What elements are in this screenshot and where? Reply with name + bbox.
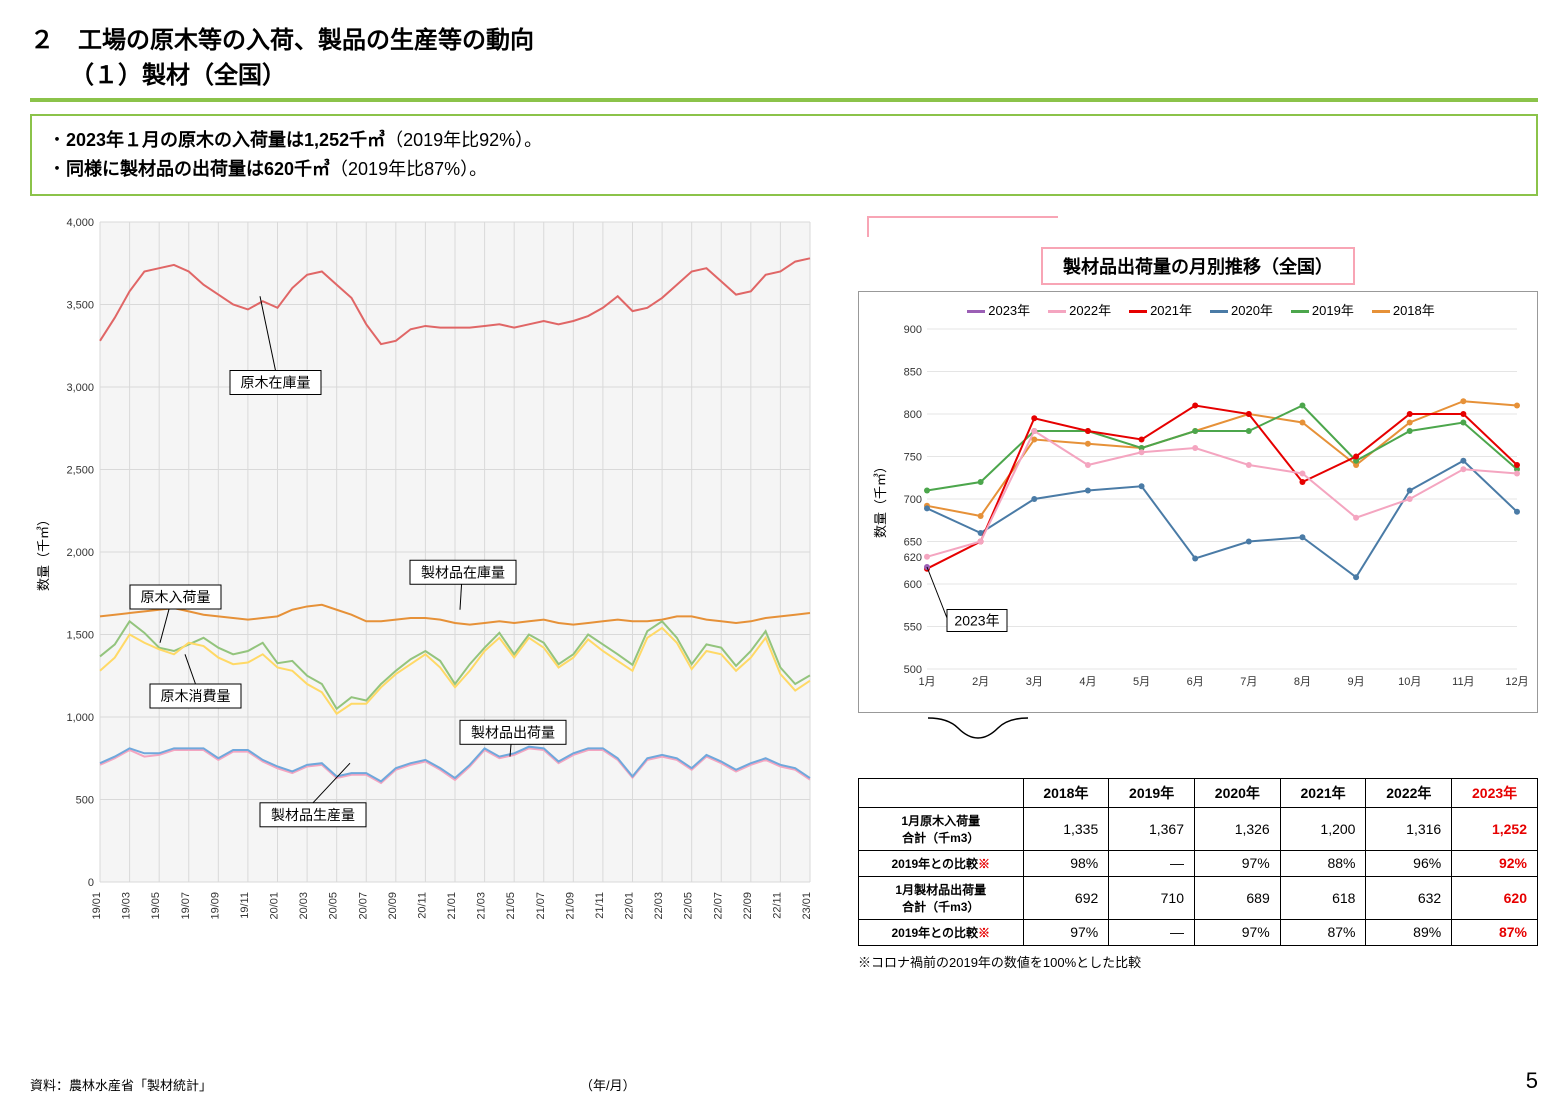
source-citation: 資料：農林水産省「製材統計」 [30, 1075, 212, 1094]
svg-text:3,000: 3,000 [66, 382, 94, 394]
summary-line-1: ・2023年１月の原木の入荷量は1,252千㎥（2019年比92%）。 [48, 126, 1520, 155]
svg-text:620: 620 [904, 552, 922, 564]
svg-text:900: 900 [904, 324, 922, 336]
svg-text:19/01: 19/01 [91, 892, 103, 920]
svg-text:22/05: 22/05 [683, 892, 695, 920]
svg-text:11月: 11月 [1452, 676, 1474, 688]
svg-text:20/07: 20/07 [357, 892, 369, 920]
table-footnote: ※コロナ禍前の2019年の数値を100%とした比較 [858, 952, 1538, 971]
svg-text:750: 750 [904, 451, 922, 463]
svg-text:22/11: 22/11 [771, 892, 783, 919]
data-table-wrap: 2018年2019年2020年2021年2022年2023年1月原木入荷量合計（… [858, 778, 1538, 971]
svg-text:数量（千㎥）: 数量（千㎥） [873, 460, 888, 538]
svg-text:19/07: 19/07 [180, 892, 192, 920]
svg-text:1,000: 1,000 [66, 712, 94, 724]
svg-text:9月: 9月 [1348, 676, 1365, 688]
svg-text:22/07: 22/07 [712, 892, 724, 920]
monthly-line-chart: 500 550 600 650 700 750 800 850 900 1月 2月 3月 4月 5月 6月 7… [867, 319, 1527, 699]
svg-text:550: 550 [904, 621, 922, 633]
svg-text:20/09: 20/09 [387, 892, 399, 920]
svg-text:19/11: 19/11 [239, 892, 251, 919]
svg-text:3月: 3月 [1026, 676, 1043, 688]
svg-text:850: 850 [904, 366, 922, 378]
summary-box: ・2023年１月の原木の入荷量は1,252千㎥（2019年比92%）。 ・同様に… [30, 114, 1538, 196]
svg-text:19/03: 19/03 [121, 892, 133, 920]
main-line-chart: 0 500 1,000 1,500 2,000 2,500 3,000 3,500 4,000 1… [30, 212, 820, 972]
svg-text:8月: 8月 [1294, 676, 1311, 688]
svg-text:3,500: 3,500 [66, 299, 94, 311]
svg-text:22/03: 22/03 [653, 892, 665, 920]
svg-text:原木入荷量: 原木入荷量 [141, 589, 211, 605]
svg-text:1月: 1月 [918, 676, 935, 688]
svg-text:6月: 6月 [1187, 676, 1204, 688]
svg-text:12月: 12月 [1505, 676, 1527, 688]
svg-text:5月: 5月 [1133, 676, 1150, 688]
svg-text:2023年: 2023年 [954, 612, 999, 628]
svg-text:原木在庫量: 原木在庫量 [241, 374, 311, 390]
main-title: ２ 工場の原木等の入荷、製品の生産等の動向 [30, 20, 1538, 55]
svg-text:650: 650 [904, 536, 922, 548]
svg-text:数量（千㎥）: 数量（千㎥） [36, 513, 51, 591]
svg-text:700: 700 [904, 494, 922, 506]
brace-icon [918, 713, 1038, 743]
svg-text:19/05: 19/05 [150, 892, 162, 920]
svg-text:22/01: 22/01 [624, 892, 636, 920]
svg-text:製材品在庫量: 製材品在庫量 [421, 564, 505, 580]
svg-text:21/09: 21/09 [564, 892, 576, 920]
svg-text:21/11: 21/11 [594, 892, 606, 919]
svg-text:10月: 10月 [1398, 676, 1421, 688]
title-section: ２ 工場の原木等の入荷、製品の生産等の動向 （１）製材（全国） [30, 20, 1538, 90]
svg-text:500: 500 [76, 794, 94, 806]
svg-text:20/11: 20/11 [416, 892, 428, 919]
svg-text:20/03: 20/03 [298, 892, 310, 920]
svg-text:2月: 2月 [972, 676, 989, 688]
small-chart-container: 2023年2022年2021年2020年2019年2018年 500 550 600… [858, 291, 1538, 713]
svg-text:19/09: 19/09 [209, 892, 221, 920]
svg-text:製材品出荷量: 製材品出荷量 [471, 724, 555, 740]
svg-text:2,500: 2,500 [66, 464, 94, 476]
svg-text:600: 600 [904, 579, 922, 591]
svg-text:800: 800 [904, 409, 922, 421]
svg-text:7月: 7月 [1240, 676, 1257, 688]
legend: 2023年2022年2021年2020年2019年2018年 [867, 300, 1529, 319]
svg-text:21/07: 21/07 [535, 892, 547, 920]
svg-text:原木消費量: 原木消費量 [161, 688, 231, 704]
svg-text:20/05: 20/05 [328, 892, 340, 920]
svg-text:0: 0 [88, 877, 94, 889]
svg-text:22/09: 22/09 [742, 892, 754, 920]
comparison-table: 2018年2019年2020年2021年2022年2023年1月原木入荷量合計（… [858, 778, 1538, 946]
pink-connector [858, 212, 1538, 242]
svg-text:2,000: 2,000 [66, 547, 94, 559]
svg-text:21/01: 21/01 [446, 892, 458, 920]
summary-line-2: ・同様に製材品の出荷量は620千㎥（2019年比87%）。 [48, 155, 1520, 184]
svg-text:21/05: 21/05 [505, 892, 517, 920]
small-chart-title: 製材品出荷量の月別推移（全国） [1041, 247, 1355, 285]
svg-text:500: 500 [904, 664, 922, 676]
svg-text:20/01: 20/01 [269, 892, 281, 920]
divider [30, 98, 1538, 102]
svg-text:23/01: 23/01 [801, 892, 813, 920]
page-number: 5 [1526, 1068, 1538, 1094]
svg-text:4月: 4月 [1079, 676, 1096, 688]
svg-text:4,000: 4,000 [66, 217, 94, 229]
svg-text:21/03: 21/03 [476, 892, 488, 920]
svg-text:製材品生産量: 製材品生産量 [271, 806, 355, 822]
svg-text:1,500: 1,500 [66, 629, 94, 641]
xaxis-unit-label: （年/月） [580, 1075, 636, 1094]
sub-title: （１）製材（全国） [70, 55, 1538, 90]
